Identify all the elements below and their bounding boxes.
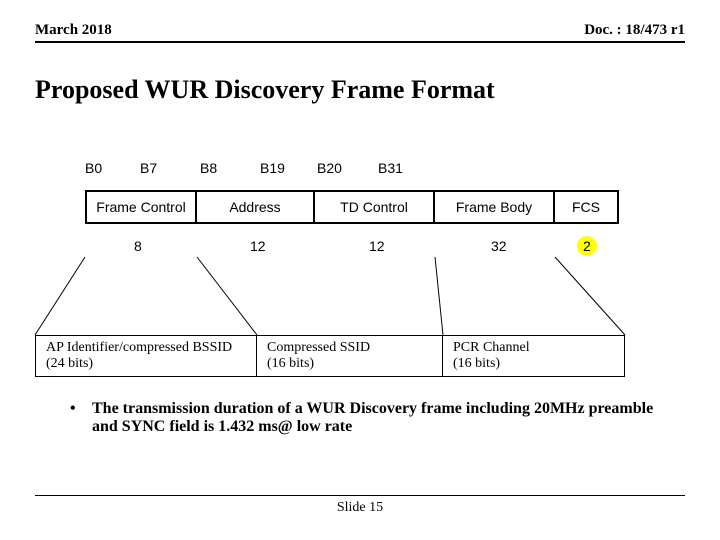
bit-label: B0: [85, 160, 102, 176]
header-date: March 2018: [35, 22, 112, 39]
bit-label: B20: [317, 160, 342, 176]
subfield: Compressed SSID(16 bits): [257, 335, 443, 377]
field-size: 32: [491, 238, 507, 254]
bit-label: B7: [140, 160, 157, 176]
field-size: 8: [134, 238, 142, 254]
slide-header: March 2018 Doc. : 18/473 r1: [35, 22, 685, 43]
bit-label: B8: [200, 160, 217, 176]
subfield-row: AP Identifier/compressed BSSID(24 bits)C…: [35, 335, 625, 377]
subfield: AP Identifier/compressed BSSID(24 bits): [35, 335, 257, 377]
frame-diagram: B0 B7 B8 B19 B20 B31 Frame ControlAddressTD C…: [35, 160, 685, 280]
bullet-text: • The transmission duration of a WUR Dis…: [70, 400, 675, 436]
bit-label: B19: [260, 160, 285, 176]
field-size: 2: [583, 238, 591, 254]
frame-field: FCS: [555, 190, 619, 224]
field-size: 12: [369, 238, 385, 254]
frame-field: Frame Control: [85, 190, 197, 224]
header-docnum: Doc. : 18/473 r1: [584, 22, 685, 39]
frame-field: TD Control: [315, 190, 435, 224]
bullet-content: The transmission duration of a WUR Disco…: [92, 400, 675, 436]
slide-footer: Slide 15: [35, 495, 685, 516]
slide-title: Proposed WUR Discovery Frame Format: [35, 75, 685, 105]
frame-field: Frame Body: [435, 190, 555, 224]
subfield: PCR Channel(16 bits): [443, 335, 625, 377]
frame-field: Address: [197, 190, 315, 224]
bit-label: B31: [378, 160, 403, 176]
bullet-marker: •: [70, 400, 92, 436]
field-size: 12: [250, 238, 266, 254]
